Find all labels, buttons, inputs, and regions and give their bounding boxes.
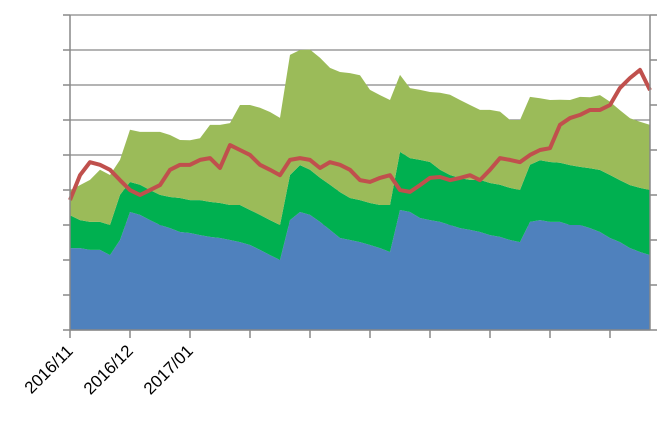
line xyxy=(68,67,652,201)
x-tick-label: 2016/11 xyxy=(21,341,77,397)
x-tick-label: 2017/01 xyxy=(140,341,197,398)
area xyxy=(70,151,650,260)
x-tick-label: 2016/12 xyxy=(80,341,137,398)
area xyxy=(70,49,650,226)
area xyxy=(70,209,650,330)
